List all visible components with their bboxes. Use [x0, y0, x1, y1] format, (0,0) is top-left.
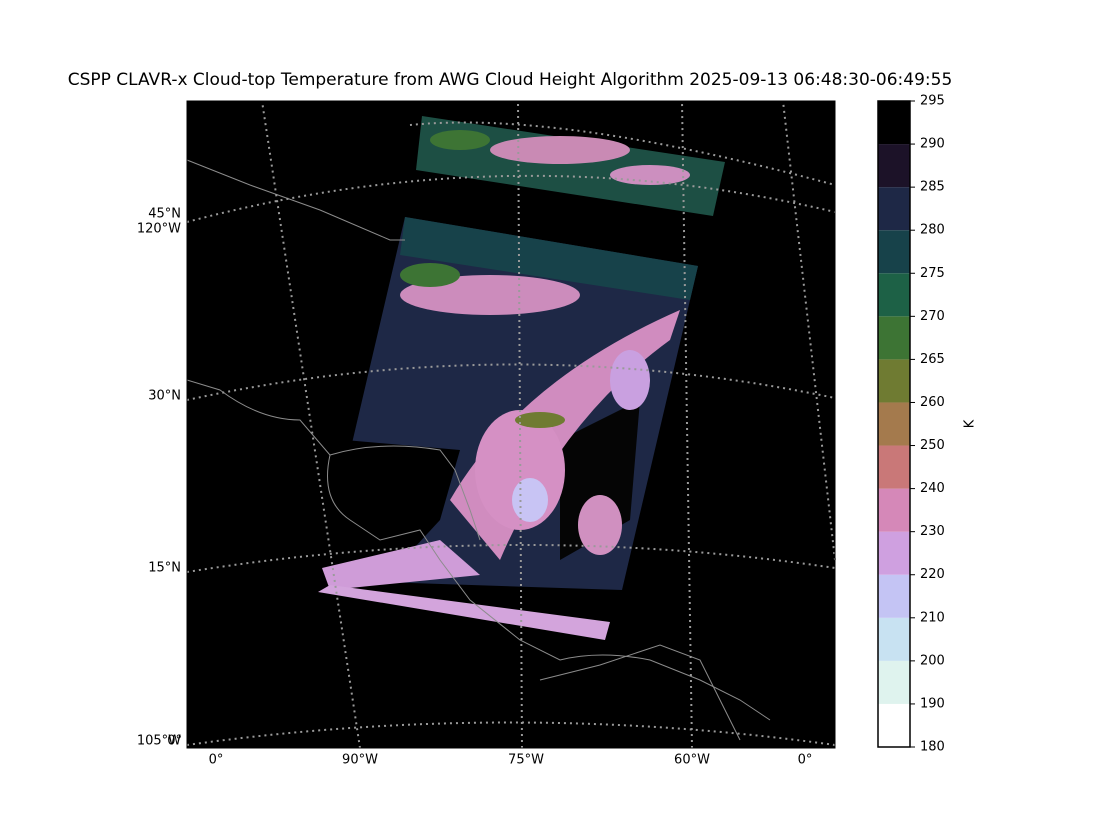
lon-label: 0° [167, 734, 182, 749]
colorbar-segment [878, 273, 910, 317]
cloud [400, 217, 698, 300]
colorbar-segment [878, 101, 910, 145]
colorbar-tick-label: 250 [920, 438, 945, 453]
colorbar-frame [877, 100, 911, 748]
colorbar-tick-label: 230 [920, 524, 945, 539]
lat-label: 15°N [148, 561, 181, 576]
coastline [329, 445, 481, 541]
colorbar-tick-label: 275 [920, 266, 945, 281]
graticule [261, 100, 361, 749]
graticule [409, 121, 836, 186]
colorbar-segment [878, 316, 910, 360]
colorbar-tick-label: 220 [920, 567, 945, 582]
colorbar-tick-label: 270 [920, 309, 945, 324]
lon-label: 120°W [137, 222, 181, 237]
cloud [400, 263, 460, 287]
colorbar-tick-label: 280 [920, 223, 945, 238]
cloud [322, 540, 480, 590]
colorbar-tick-label: 295 [920, 94, 945, 109]
colorbar-tick-label: 180 [920, 740, 945, 755]
colorbar-segment [878, 574, 910, 618]
colorbar-segment [878, 531, 910, 575]
lat-label: 45°N [148, 207, 181, 222]
lon-label: 90°W [342, 753, 378, 768]
cloud [515, 412, 565, 428]
coastline [186, 159, 405, 241]
clear-area [320, 440, 460, 585]
colorbar-segment [878, 359, 910, 403]
colorbar: 180 190 200 210 220 230 240 250 260 265 270 275 280 2… [877, 94, 945, 755]
colorbar-segment [878, 187, 910, 231]
lon-label: 0° [798, 753, 813, 768]
graticule [186, 721, 836, 746]
colorbar-segment [878, 488, 910, 532]
colorbar-segment [878, 660, 910, 704]
title: CSPP CLAVR-x Cloud-top Temperature from … [68, 70, 953, 90]
colorbar-segment [878, 703, 910, 747]
colorbar-label: K [963, 419, 978, 428]
lon-label: 0° [209, 753, 224, 768]
coastline [539, 644, 741, 741]
lon-label: 60°W [674, 753, 710, 768]
lon-label: 75°W [508, 753, 544, 768]
cloud [490, 136, 630, 164]
graticule [186, 363, 836, 401]
graticule [186, 543, 836, 573]
cloud [610, 350, 650, 410]
map [186, 100, 836, 749]
colorbar-segment [878, 144, 910, 188]
colorbar-segment [878, 402, 910, 446]
lon-label: 105°W [137, 734, 181, 749]
graticule [782, 100, 836, 561]
colorbar-tick-label: 210 [920, 610, 945, 625]
colorbar-segment [878, 617, 910, 661]
lat-label: 30°N [148, 389, 181, 404]
cloud [578, 495, 622, 555]
map-frame [186, 100, 836, 749]
colorbar-segment [878, 230, 910, 274]
colorbar-tick-label: 240 [920, 481, 945, 496]
colorbar-tick-label: 200 [920, 653, 945, 668]
map-labels: 45°N 120°W 30°N 15°N 105°W 0° 0° 90°W 75… [137, 207, 813, 768]
swath [416, 116, 725, 216]
colorbar-tick-label: 260 [920, 395, 945, 410]
cloud [610, 165, 690, 185]
cloud [430, 130, 490, 150]
coastline [186, 379, 771, 721]
cloud [512, 478, 548, 522]
colorbar-tick-label: 290 [920, 137, 945, 152]
colorbar-tick-label: 190 [920, 696, 945, 711]
colorbar-tick-label: 265 [920, 352, 945, 367]
colorbar-segment [878, 445, 910, 489]
colorbar-tick-label: 285 [920, 180, 945, 195]
swath [318, 585, 610, 640]
